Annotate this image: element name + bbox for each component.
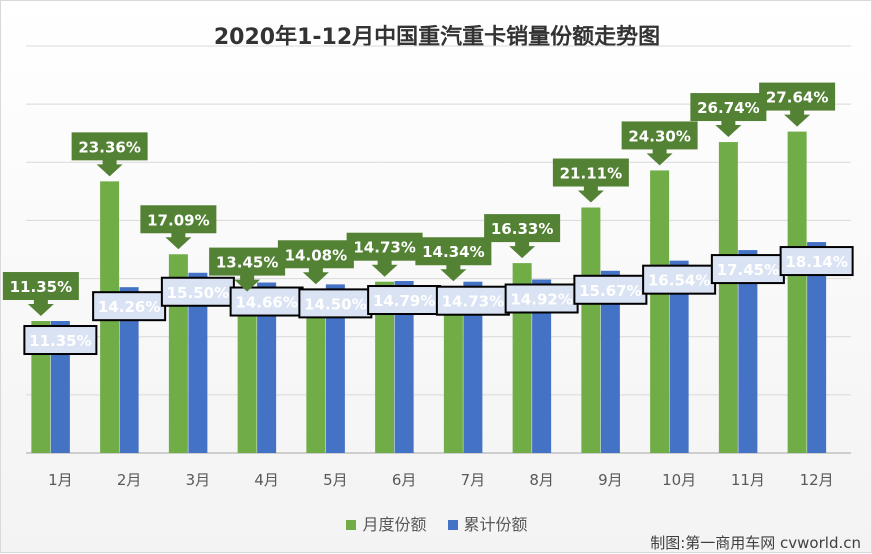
data-label-cumulative: 15.67% [579, 282, 641, 300]
bar-cumulative [119, 287, 139, 453]
data-label-monthly: 17.09% [147, 211, 209, 229]
bar-cumulative [188, 272, 208, 453]
bar-cumulative [463, 281, 483, 453]
x-tick-label: 4月 [254, 471, 279, 489]
data-label-monthly: 23.36% [78, 138, 140, 156]
bar-cumulative [669, 260, 689, 453]
x-tick-label: 6月 [392, 471, 417, 489]
credit-text: 制图:第一商用车网 cvworld.cn [650, 534, 861, 552]
data-label-monthly: 14.73% [353, 239, 415, 257]
bar-monthly [237, 296, 257, 453]
data-label-monthly: 26.74% [697, 99, 759, 117]
callout-box-cumulative [504, 283, 579, 314]
x-tick-label: 11月 [731, 471, 765, 489]
data-label-monthly: 21.11% [560, 165, 622, 183]
data-label-cumulative: 18.14% [785, 253, 847, 271]
data-label-cumulative: 11.35% [29, 332, 91, 350]
callout-box-cumulative [160, 276, 235, 307]
callout-box-monthly [415, 237, 492, 266]
x-tick-label: 5月 [323, 471, 348, 489]
bar-cumulative [257, 282, 277, 453]
legend-label-cumulative: 累计份额 [463, 515, 528, 534]
legend-item-monthly: 月度份额 [346, 511, 426, 535]
data-label-cumulative: 14.79% [373, 292, 435, 310]
data-label-cumulative: 14.73% [442, 293, 504, 311]
callout-arrow-monthly [96, 159, 123, 177]
legend-swatch-monthly [346, 520, 357, 530]
data-label-monthly: 11.35% [10, 278, 72, 296]
callout-arrow-monthly [646, 148, 673, 166]
callout-arrow-monthly [27, 299, 54, 317]
data-label-monthly: 24.30% [628, 127, 690, 145]
callout-box-monthly [140, 205, 217, 234]
callout-arrow-monthly [371, 259, 398, 277]
bar-monthly [375, 281, 395, 453]
callout-arrow-monthly [577, 185, 604, 203]
legend-swatch-cumulative [447, 520, 458, 530]
callout-arrow-monthly [715, 120, 742, 138]
callout-box-cumulative [367, 285, 442, 316]
bar-monthly [581, 207, 601, 453]
callout-arrow-monthly [302, 267, 329, 285]
data-label-monthly: 27.64% [766, 89, 828, 107]
data-label-monthly: 14.34% [422, 243, 484, 261]
data-label-cumulative: 14.50% [304, 295, 366, 313]
callout-box-monthly [2, 272, 79, 301]
data-label-cumulative: 16.54% [648, 272, 710, 290]
data-label-cumulative: 14.66% [235, 294, 297, 312]
x-tick-label: 10月 [662, 471, 696, 489]
callout-box-cumulative [779, 246, 854, 277]
callout-box-monthly [759, 82, 836, 111]
callout-arrow-monthly [165, 232, 192, 250]
bar-cumulative [807, 242, 827, 453]
callout-box-cumulative [229, 286, 304, 317]
x-tick-label: 12月 [800, 471, 834, 489]
callout-box-monthly [484, 214, 561, 243]
x-tick-label: 8月 [529, 471, 554, 489]
data-label-monthly: 16.33% [491, 220, 553, 238]
callout-box-cumulative [710, 254, 785, 285]
callout-arrow-monthly [440, 264, 467, 282]
x-tick-label: 3月 [186, 471, 211, 489]
data-label-cumulative: 15.50% [167, 284, 229, 302]
callout-box-monthly [621, 121, 698, 150]
bar-monthly [650, 170, 670, 453]
callout-box-cumulative [642, 264, 717, 295]
callout-box-monthly [552, 158, 629, 187]
bar-cumulative [600, 270, 620, 453]
callout-box-monthly [346, 232, 423, 261]
data-label-cumulative: 17.45% [717, 261, 779, 279]
x-tick-label: 2月 [117, 471, 142, 489]
legend-label-monthly: 月度份额 [362, 515, 427, 534]
bar-cumulative [394, 281, 414, 453]
bar-cumulative [325, 284, 345, 453]
bar-monthly [306, 289, 326, 453]
bar-cumulative [738, 250, 758, 453]
callout-arrow-monthly [784, 109, 811, 127]
callout-box-monthly [209, 247, 286, 276]
x-tick-label: 1月 [48, 471, 73, 489]
x-tick-label: 7月 [461, 471, 486, 489]
callout-arrow-monthly [234, 274, 261, 292]
x-tick-label: 9月 [598, 471, 623, 489]
callout-box-monthly [71, 132, 148, 161]
callout-box-cumulative [573, 274, 648, 305]
bar-cumulative [532, 279, 552, 453]
callout-box-cumulative [23, 325, 98, 356]
data-label-monthly: 14.08% [285, 246, 347, 264]
bar-monthly [787, 131, 807, 453]
callout-box-monthly [690, 93, 767, 122]
callout-arrow-monthly [509, 241, 536, 259]
callout-box-monthly [277, 240, 354, 269]
bar-monthly [718, 142, 738, 453]
data-label-cumulative: 14.92% [510, 291, 572, 309]
legend-item-cumulative: 累计份额 [447, 511, 528, 535]
legend: 月度份额 累计份额 [1, 511, 872, 535]
bar-monthly [443, 286, 463, 453]
data-label-cumulative: 14.26% [98, 298, 160, 316]
callout-box-cumulative [298, 288, 373, 319]
data-label-monthly: 13.45% [216, 254, 278, 272]
